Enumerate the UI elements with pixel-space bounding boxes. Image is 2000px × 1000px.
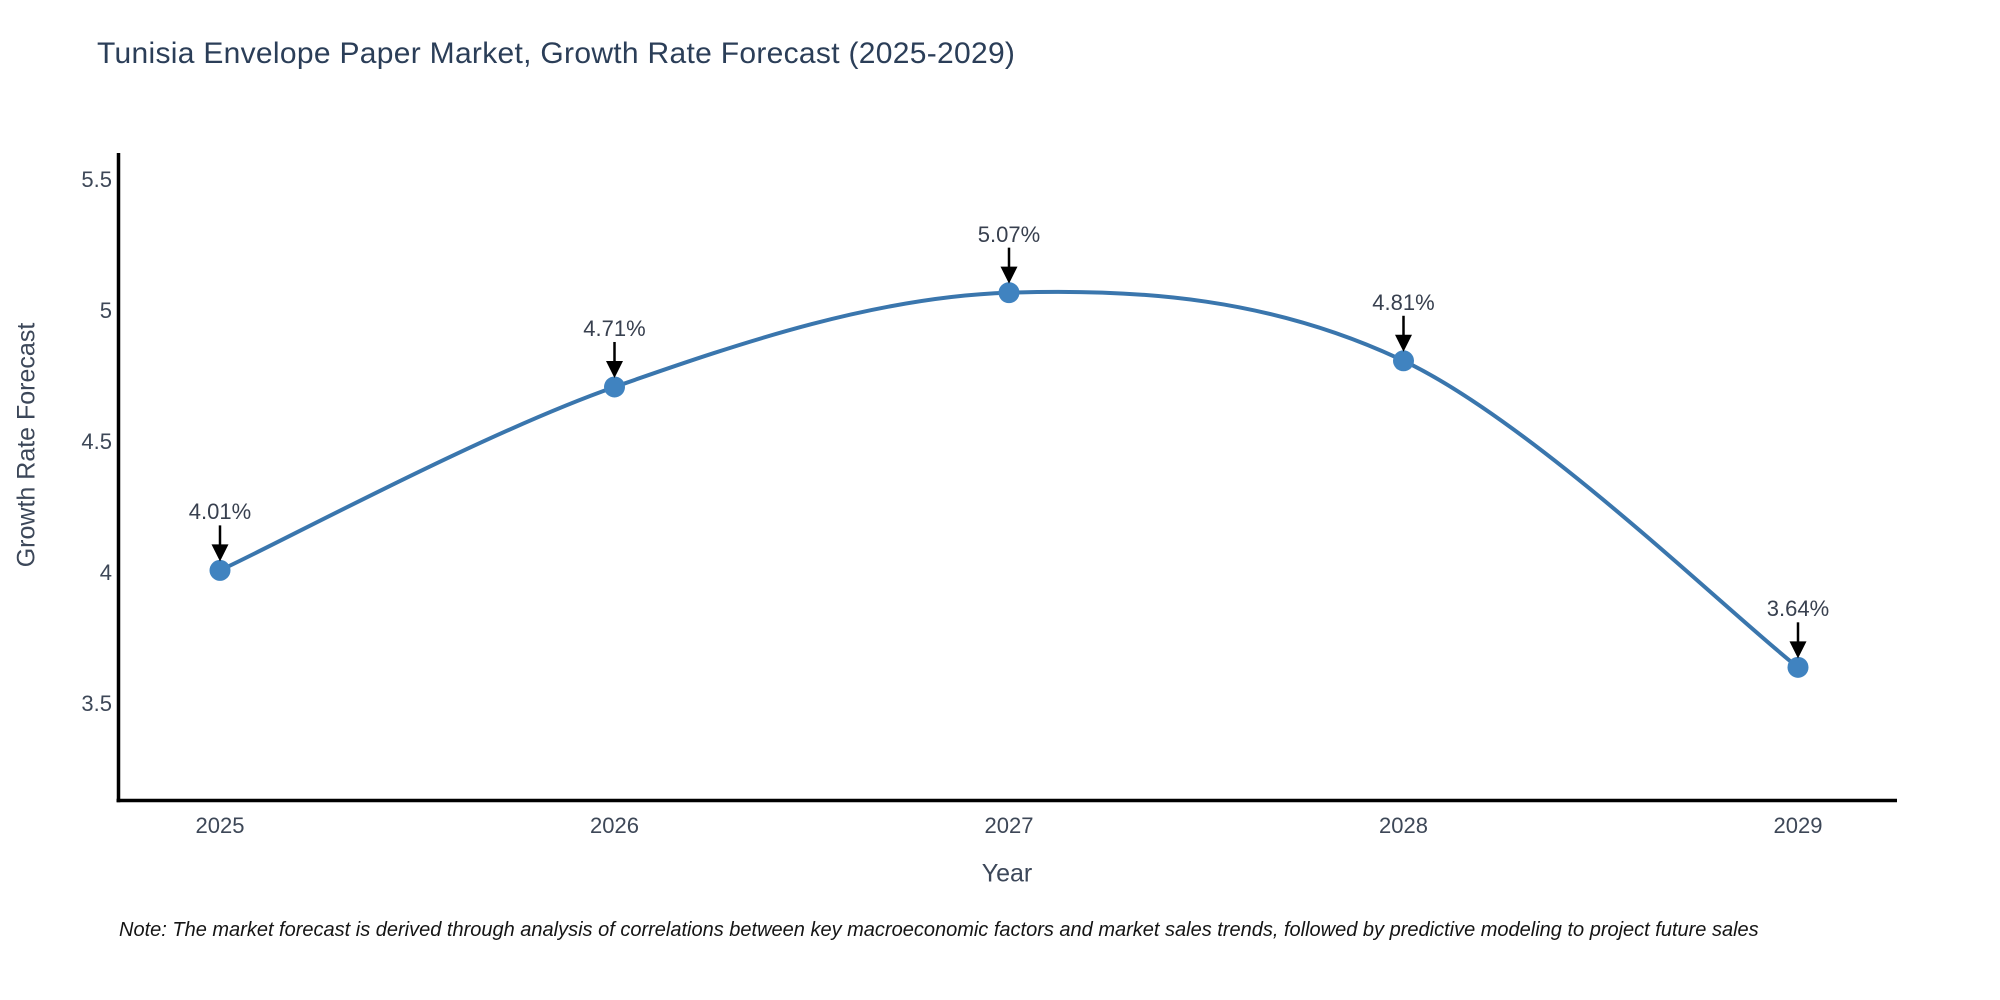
annotation-arrow-head-2028 — [1395, 334, 1412, 352]
x-axis-title: Year — [981, 859, 1033, 888]
x-tick-label-2028: 2028 — [1379, 813, 1428, 838]
x-tick-label-2025: 2025 — [195, 813, 245, 838]
data-point-marker-2025 — [209, 559, 231, 581]
data-point-marker-2026 — [604, 376, 625, 398]
x-tick-label-2026: 2026 — [590, 813, 639, 838]
x-tick-label-2029: 2029 — [1773, 813, 1823, 838]
data-point-label-2025: 4.01% — [188, 499, 252, 525]
y-tick-label-3.5: 3.5 — [81, 691, 112, 716]
data-point-label-2026: 4.71% — [583, 315, 646, 341]
annotation-arrow-head-2026 — [606, 360, 623, 378]
data-point-label-2027: 5.07% — [977, 221, 1041, 247]
footnote: Note: The market forecast is derived thr… — [119, 919, 1759, 941]
y-tick-label-5: 5 — [99, 298, 112, 323]
y-tick-label-4: 4 — [99, 560, 112, 585]
y-tick-label-4.5: 4.5 — [81, 429, 112, 454]
annotation-arrow-head-2025 — [211, 544, 229, 562]
data-point-label-2029: 3.64% — [1766, 596, 1830, 622]
annotation-arrow-head-2029 — [1789, 641, 1807, 659]
y-tick-label-5.5: 5.5 — [81, 167, 112, 192]
x-tick-label-2027: 2027 — [984, 813, 1034, 838]
data-point-marker-2029 — [1787, 656, 1809, 678]
data-point-label-2028: 4.81% — [1372, 289, 1435, 315]
chart-title: Tunisia Envelope Paper Market, Growth Ra… — [97, 37, 1016, 70]
data-point-marker-2028 — [1393, 350, 1414, 372]
annotation-arrow-head-2027 — [1000, 266, 1018, 284]
growth-rate-line — [218, 289, 1800, 670]
data-point-marker-2027 — [998, 282, 1020, 304]
